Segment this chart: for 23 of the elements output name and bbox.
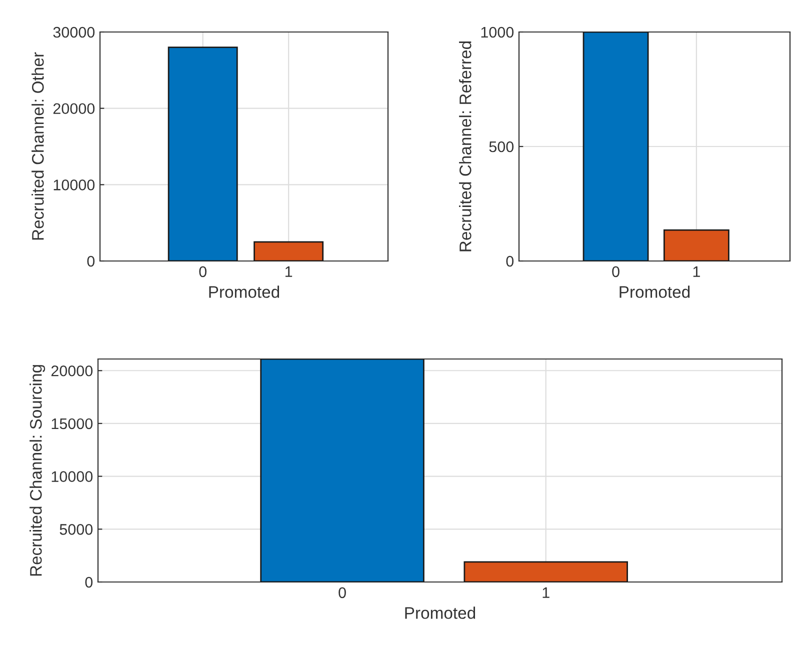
y-tick-label: 15000 (52, 418, 93, 430)
x-tick-label: 0 (199, 266, 207, 278)
y-tick-label: 10000 (54, 180, 95, 190)
y-tick-label: 20000 (51, 365, 93, 376)
y-tick-label: 500 (489, 141, 514, 152)
x-tick-label: 0 (612, 266, 620, 278)
y-tick-label: 1000 (481, 26, 514, 38)
x-tick-label: 1 (693, 266, 700, 277)
x-axis-title: Promoted (405, 606, 476, 619)
y-axis-title: Recruited Channel: Sourcing (30, 365, 46, 576)
y-tick-label: 0 (506, 256, 514, 267)
y-tick-label: 0 (87, 256, 95, 267)
x-axis-title: Promoted (620, 286, 690, 298)
y-tick-label: 0 (85, 576, 93, 588)
y-axis-title: Recruited Channel: Referred (459, 41, 472, 252)
x-axis-title: Promoted (209, 286, 280, 298)
y-tick-label: 30000 (53, 26, 95, 38)
y-axis-title: Recruited Channel: Other (32, 52, 44, 240)
y-tick-label: 5000 (60, 524, 93, 535)
x-tick-label: 1 (542, 587, 550, 598)
x-tick-label: 1 (285, 266, 292, 277)
y-tick-label: 20000 (53, 103, 95, 114)
y-tick-label: 10000 (52, 471, 93, 482)
